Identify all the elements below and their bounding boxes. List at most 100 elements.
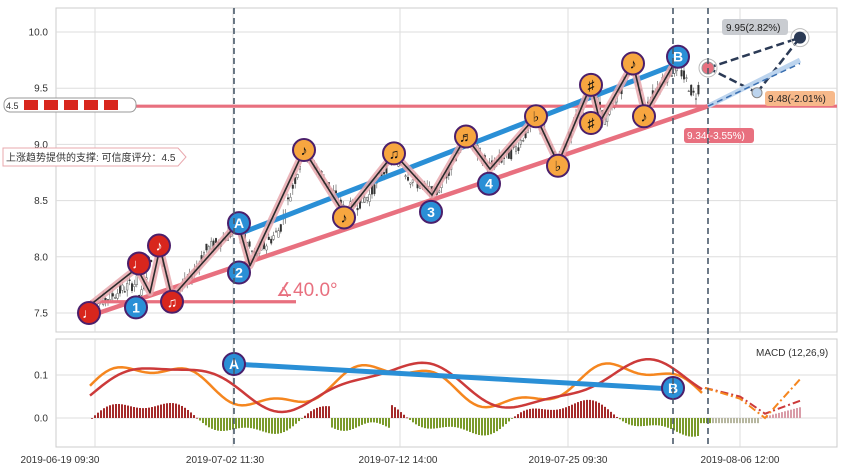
support-note-text: 上涨趋势提供的支撑: 可信度评分：4.5 bbox=[6, 151, 176, 164]
candle-body bbox=[690, 84, 693, 96]
histogram-bar bbox=[355, 418, 357, 428]
histogram-bar bbox=[316, 407, 318, 418]
histogram-bar bbox=[577, 402, 579, 418]
histogram-bar bbox=[775, 413, 777, 418]
histogram-bar bbox=[724, 418, 726, 424]
histogram-bar bbox=[370, 418, 372, 423]
histogram-bar bbox=[727, 418, 729, 424]
histogram-bar bbox=[460, 418, 462, 429]
x-tick-label: 2019-08-06 12:00 bbox=[701, 455, 780, 466]
histogram-bar bbox=[490, 418, 492, 435]
marker-label: ♬ bbox=[459, 129, 473, 145]
candle-body bbox=[366, 197, 369, 201]
pattern-marker: ♭ bbox=[524, 104, 548, 129]
histogram-bar bbox=[418, 418, 420, 427]
histogram-bar bbox=[298, 418, 300, 422]
histogram-bar bbox=[658, 418, 660, 426]
histogram-bar bbox=[394, 407, 396, 418]
marker-circle bbox=[579, 111, 603, 136]
candle-body bbox=[522, 140, 525, 142]
histogram-bar bbox=[550, 409, 552, 418]
histogram-bar bbox=[310, 411, 312, 418]
candle-body bbox=[383, 172, 386, 175]
histogram-bar bbox=[283, 418, 285, 433]
histogram-bar bbox=[178, 404, 180, 418]
histogram-bar bbox=[532, 408, 534, 418]
histogram-bar bbox=[661, 418, 663, 426]
histogram-bar bbox=[430, 418, 432, 429]
marker-label: ♯ bbox=[588, 77, 596, 93]
histogram-bar bbox=[118, 403, 120, 418]
histogram-bar bbox=[157, 405, 159, 418]
histogram-bar bbox=[679, 418, 681, 434]
y-tick-label: 7.5 bbox=[34, 309, 48, 320]
histogram-bar bbox=[172, 403, 174, 418]
marker-label: 2 bbox=[235, 265, 243, 281]
histogram-bar bbox=[742, 418, 744, 424]
histogram-bar bbox=[190, 412, 192, 418]
histogram-bar bbox=[505, 418, 507, 425]
histogram-bar bbox=[583, 400, 585, 418]
histogram-bar bbox=[781, 412, 783, 418]
candle-body bbox=[368, 194, 371, 202]
histogram-bar bbox=[400, 412, 402, 418]
histogram-bar bbox=[184, 407, 186, 418]
candle-body bbox=[265, 245, 268, 251]
histogram-bar bbox=[328, 406, 330, 418]
histogram-bar bbox=[94, 415, 96, 418]
candle-body bbox=[335, 190, 338, 194]
x-tick-label: 2019-06-19 09:30 bbox=[21, 455, 100, 466]
marker-label: ♯ bbox=[588, 115, 596, 131]
candle-body bbox=[411, 179, 414, 183]
histogram-bar bbox=[607, 409, 609, 418]
histogram-bar bbox=[454, 418, 456, 428]
histogram-bar bbox=[130, 406, 132, 418]
histogram-bar bbox=[739, 418, 741, 424]
histogram-bar bbox=[691, 418, 693, 437]
histogram-bar bbox=[364, 418, 366, 424]
histogram-bar bbox=[715, 418, 717, 424]
price-panel: 7.5 8.0 8.5 9.0 9.5 10.0 ♩ 1 ♩ ♪ ♫ A 2 ♪ ♪ ♫ 3 ♬ 4 ♭ ♭ ♯ ♯ ♪ ♪ B… bbox=[2, 7, 838, 333]
histogram-bar bbox=[736, 418, 738, 424]
histogram-bar bbox=[769, 415, 771, 418]
projection-band bbox=[706, 57, 802, 109]
candle-body bbox=[515, 146, 518, 152]
marker-label: 4 bbox=[485, 176, 493, 192]
marker-circle bbox=[382, 141, 406, 166]
support-note: 上涨趋势提供的支撑: 可信度评分：4.5 bbox=[2, 147, 187, 167]
histogram-bar bbox=[112, 404, 114, 418]
pattern-marker: ♩ bbox=[127, 251, 151, 276]
histogram-bar bbox=[634, 418, 636, 426]
candle-body bbox=[275, 230, 278, 233]
histogram-bar bbox=[304, 415, 306, 418]
histogram-bar bbox=[187, 409, 189, 418]
macd-projection bbox=[704, 386, 801, 415]
candle-body bbox=[695, 98, 698, 100]
histogram-bar bbox=[451, 418, 453, 427]
histogram-bar bbox=[772, 414, 774, 418]
y-tick-label: 9.5 bbox=[34, 84, 48, 95]
histogram-bar bbox=[166, 403, 168, 418]
histogram-bar bbox=[346, 418, 348, 431]
marker-circle bbox=[632, 104, 656, 129]
histogram-bar bbox=[589, 399, 591, 418]
histogram-bar bbox=[343, 418, 345, 431]
marker-label: ♩ bbox=[132, 256, 146, 272]
histogram-bar bbox=[265, 418, 267, 433]
candle-body bbox=[116, 293, 119, 299]
histogram-bar bbox=[277, 418, 279, 434]
histogram-bar bbox=[574, 403, 576, 418]
histogram-bar bbox=[646, 418, 648, 426]
histogram-bar bbox=[115, 404, 117, 418]
histogram-bar bbox=[511, 418, 513, 419]
marker-circle bbox=[579, 72, 603, 97]
histogram-bar bbox=[232, 418, 234, 430]
projection-high-box bbox=[722, 19, 788, 35]
pattern-marker: ♫ bbox=[382, 141, 406, 166]
rating-icon bbox=[104, 100, 118, 110]
histogram-bar bbox=[250, 418, 252, 429]
candle-body bbox=[267, 236, 270, 240]
histogram-bar bbox=[109, 405, 111, 418]
histogram-bar bbox=[580, 401, 582, 418]
histogram-bar bbox=[448, 418, 450, 427]
